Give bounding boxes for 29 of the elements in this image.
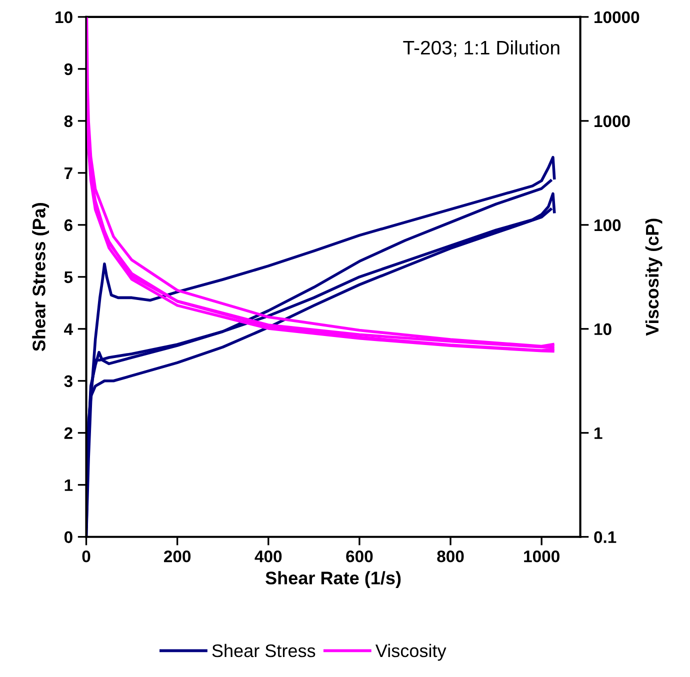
y-tick-label: 0 [64, 531, 72, 544]
x-tick-label: 600 [346, 550, 373, 562]
y2-tick-label: 1000 [594, 115, 630, 128]
x-tick-label: 0 [82, 550, 90, 562]
y-tick-label: 10 [56, 11, 72, 24]
x-tick-label: 400 [254, 550, 282, 562]
legend-label: Shear Stress [212, 644, 316, 658]
y2-tick-label: 10 [594, 323, 612, 336]
y-axis-title: Shear Stress (Pa) [32, 203, 49, 352]
y-tick-label: 8 [64, 115, 73, 128]
y-tick-label: 6 [64, 219, 72, 232]
y-tick-label: 2 [64, 427, 72, 439]
y2-tick-label: 1 [594, 427, 602, 439]
y-tick-label: 1 [64, 479, 73, 491]
legend-label: Viscosity [375, 644, 446, 661]
y-tick-label: 7 [64, 167, 72, 179]
x-tick-label: 800 [437, 550, 464, 562]
y-tick-label: 5 [64, 271, 73, 284]
y2-tick-label: 100 [594, 219, 621, 232]
y-tick-label: 3 [64, 375, 72, 388]
y2-axis-title: Viscosity (cP) [645, 218, 662, 336]
y2-tick-label: 10000 [594, 11, 640, 24]
x-tick-label: 1000 [524, 550, 560, 562]
y-tick-label: 9 [64, 63, 72, 76]
x-tick-label: 200 [164, 550, 191, 562]
y-tick-label: 4 [64, 323, 73, 335]
y2-tick-label: 0.1 [594, 531, 616, 544]
x-axis-title: Shear Rate (1/s) [266, 571, 401, 588]
annotation: T-203; 1:1 Dilution [403, 40, 560, 57]
